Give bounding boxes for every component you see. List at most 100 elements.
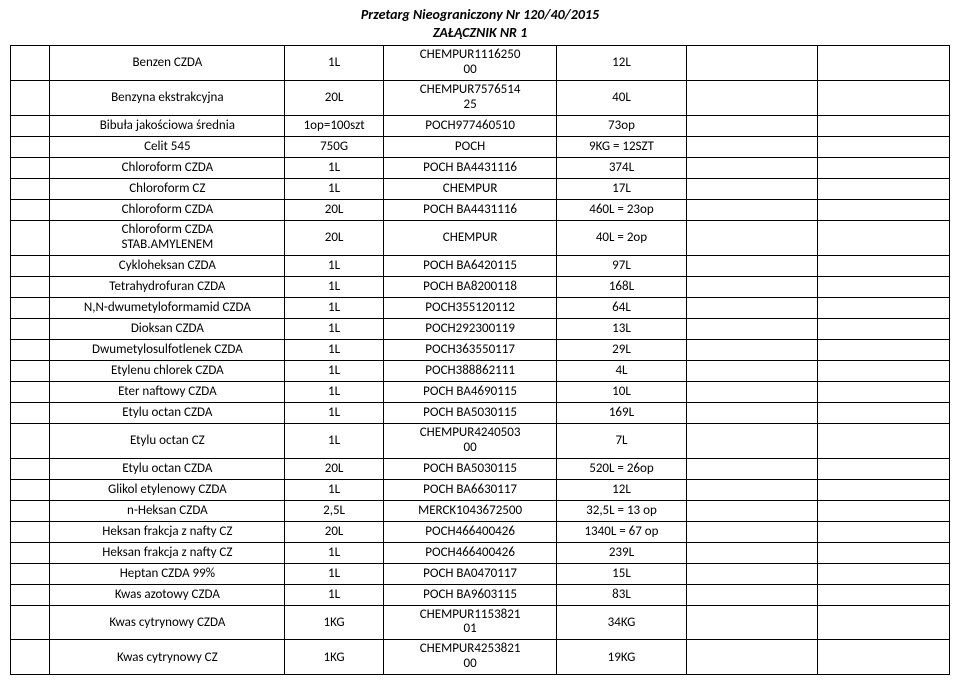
table-cell: 1L: [285, 255, 384, 276]
table-cell: Chloroform CZ: [50, 178, 285, 199]
table-cell: POCH BA5030115: [383, 458, 556, 479]
table-cell: CHEMPUR115382101: [383, 605, 556, 640]
table-cell: [686, 605, 818, 640]
table-cell: [686, 297, 818, 318]
table-cell: [11, 640, 50, 675]
table-cell: 1L: [285, 178, 384, 199]
table-cell: [11, 255, 50, 276]
table-row: Chloroform CZDA20LPOCH BA4431116460L = 2…: [11, 199, 950, 220]
table-cell: 20L: [285, 458, 384, 479]
table-row: Kwas cytrynowy CZ1KGCHEMPUR42538210019KG: [11, 640, 950, 675]
table-cell: POCH BA5030115: [383, 402, 556, 423]
table-cell: [818, 605, 950, 640]
table-cell: [686, 157, 818, 178]
table-cell: 19KG: [557, 640, 686, 675]
table-cell: 1L: [285, 381, 384, 402]
table-row: n-Heksan CZDA2,5LMERCK104367250032,5L = …: [11, 500, 950, 521]
table-cell: [686, 199, 818, 220]
table-cell: [818, 199, 950, 220]
table-cell: 15L: [557, 563, 686, 584]
table-cell: 20L: [285, 199, 384, 220]
table-cell: [818, 339, 950, 360]
table-cell: 520L = 26op: [557, 458, 686, 479]
table-cell: [11, 423, 50, 458]
table-row: Heksan frakcja z nafty CZ1LPOCH466400426…: [11, 542, 950, 563]
table-cell: [11, 136, 50, 157]
table-cell: POCH355120112: [383, 297, 556, 318]
document-header: Przetarg Nieograniczony Nr 120/40/2015 Z…: [10, 6, 950, 41]
table-cell: [11, 521, 50, 542]
table-cell: [11, 220, 50, 255]
table-cell: [818, 381, 950, 402]
table-cell: Dioksan CZDA: [50, 318, 285, 339]
table-cell: [818, 318, 950, 339]
table-cell: 1L: [285, 584, 384, 605]
table-cell: [818, 115, 950, 136]
table-cell: 1L: [285, 318, 384, 339]
table-cell: 7L: [557, 423, 686, 458]
table-cell: 12L: [557, 46, 686, 81]
table-cell: 239L: [557, 542, 686, 563]
table-row: Chloroform CZDASTAB.AMYLENEM20LCHEMPUR40…: [11, 220, 950, 255]
table-cell: 1L: [285, 402, 384, 423]
table-cell: [818, 178, 950, 199]
table-cell: n-Heksan CZDA: [50, 500, 285, 521]
table-cell: [11, 458, 50, 479]
table-cell: 1L: [285, 157, 384, 178]
table-cell: Etylu octan CZDA: [50, 402, 285, 423]
table-cell: [686, 46, 818, 81]
table-cell: CHEMPUR: [383, 220, 556, 255]
table-cell: CHEMPUR757651425: [383, 80, 556, 115]
table-row: Etylu octan CZ1LCHEMPUR4240503007L: [11, 423, 950, 458]
table-row: Eter naftowy CZDA1LPOCH BA469011510L: [11, 381, 950, 402]
table-row: Glikol etylenowy CZDA1LPOCH BA663011712L: [11, 479, 950, 500]
table-cell: POCH388862111: [383, 360, 556, 381]
table-cell: POCH977460510: [383, 115, 556, 136]
table-cell: [686, 402, 818, 423]
table-cell: 169L: [557, 402, 686, 423]
table-cell: [11, 605, 50, 640]
table-cell: Eter naftowy CZDA: [50, 381, 285, 402]
table-cell: 20L: [285, 220, 384, 255]
table-cell: 40L: [557, 80, 686, 115]
table-cell: [818, 423, 950, 458]
header-line-2: ZAŁĄCZNIK NR 1: [10, 24, 950, 42]
table-cell: Celit 545: [50, 136, 285, 157]
table-cell: N,N-dwumetyloformamid CZDA: [50, 297, 285, 318]
table-row: Etylenu chlorek CZDA1LPOCH3888621114L: [11, 360, 950, 381]
table-cell: 64L: [557, 297, 686, 318]
table-row: Etylu octan CZDA20LPOCH BA5030115520L = …: [11, 458, 950, 479]
table-cell: [11, 46, 50, 81]
table-cell: 1L: [285, 479, 384, 500]
table-cell: [686, 423, 818, 458]
table-row: Benzen CZDA1LCHEMPUR11162500012L: [11, 46, 950, 81]
table-cell: 9KG = 12SZT: [557, 136, 686, 157]
table-cell: [686, 220, 818, 255]
table-cell: Benzen CZDA: [50, 46, 285, 81]
table-cell: CHEMPUR111625000: [383, 46, 556, 81]
table-cell: Etylu octan CZ: [50, 423, 285, 458]
table-cell: POCH BA8200118: [383, 276, 556, 297]
table-cell: Bibuła jakościowa średnia: [50, 115, 285, 136]
table-row: Heptan CZDA 99%1LPOCH BA047011715L: [11, 563, 950, 584]
table-cell: [818, 255, 950, 276]
table-cell: POCH BA9603115: [383, 584, 556, 605]
table-cell: [818, 276, 950, 297]
table-cell: [11, 297, 50, 318]
table-cell: 12L: [557, 479, 686, 500]
table-cell: Kwas cytrynowy CZ: [50, 640, 285, 675]
table-cell: 1L: [285, 46, 384, 81]
table-cell: Etylenu chlorek CZDA: [50, 360, 285, 381]
table-cell: POCH BA6420115: [383, 255, 556, 276]
table-cell: 750G: [285, 136, 384, 157]
table-cell: 29L: [557, 339, 686, 360]
table-cell: Heksan frakcja z nafty CZ: [50, 542, 285, 563]
table-cell: [686, 255, 818, 276]
table-row: Chloroform CZ1LCHEMPUR17L: [11, 178, 950, 199]
table-cell: 460L = 23op: [557, 199, 686, 220]
table-cell: [818, 297, 950, 318]
table-cell: Chloroform CZDA: [50, 157, 285, 178]
table-row: Celit 545750GPOCH9KG = 12SZT: [11, 136, 950, 157]
table-cell: Etylu octan CZDA: [50, 458, 285, 479]
table-cell: [686, 360, 818, 381]
